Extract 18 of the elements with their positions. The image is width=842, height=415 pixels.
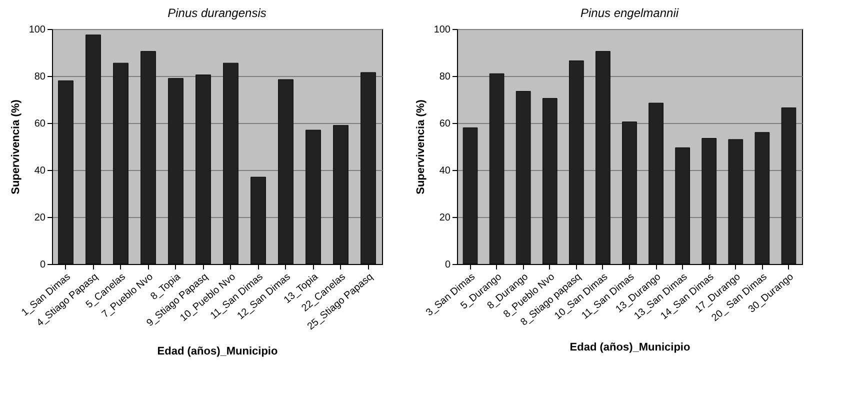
chart-title: Pinus durangensis <box>168 6 266 20</box>
y-tick-label: 60 <box>439 118 451 130</box>
y-tick-label: 0 <box>444 260 451 270</box>
y-axis-title: Supervivencia (%) <box>10 99 22 194</box>
y-tick-label: 40 <box>34 166 46 176</box>
x-axis-title: Edad (años)_Municipio <box>157 346 278 358</box>
y-tick-label: 20 <box>439 212 451 224</box>
y-axis-title: Supervivencia (%) <box>414 99 427 194</box>
y-tick-label: 100 <box>28 24 46 36</box>
y-tick-label: 0 <box>40 260 46 270</box>
y-tick-label: 60 <box>34 118 46 130</box>
y-tick-label: 80 <box>34 72 46 82</box>
chart-title: Pinus engelmannii <box>580 6 679 20</box>
y-tick-label: 80 <box>439 72 451 82</box>
y-tick-label: 100 <box>434 24 451 36</box>
y-tick-label: 20 <box>34 212 46 224</box>
y-tick-label: 40 <box>439 166 451 176</box>
x-axis-title: Edad (años)_Municipio <box>570 341 690 354</box>
